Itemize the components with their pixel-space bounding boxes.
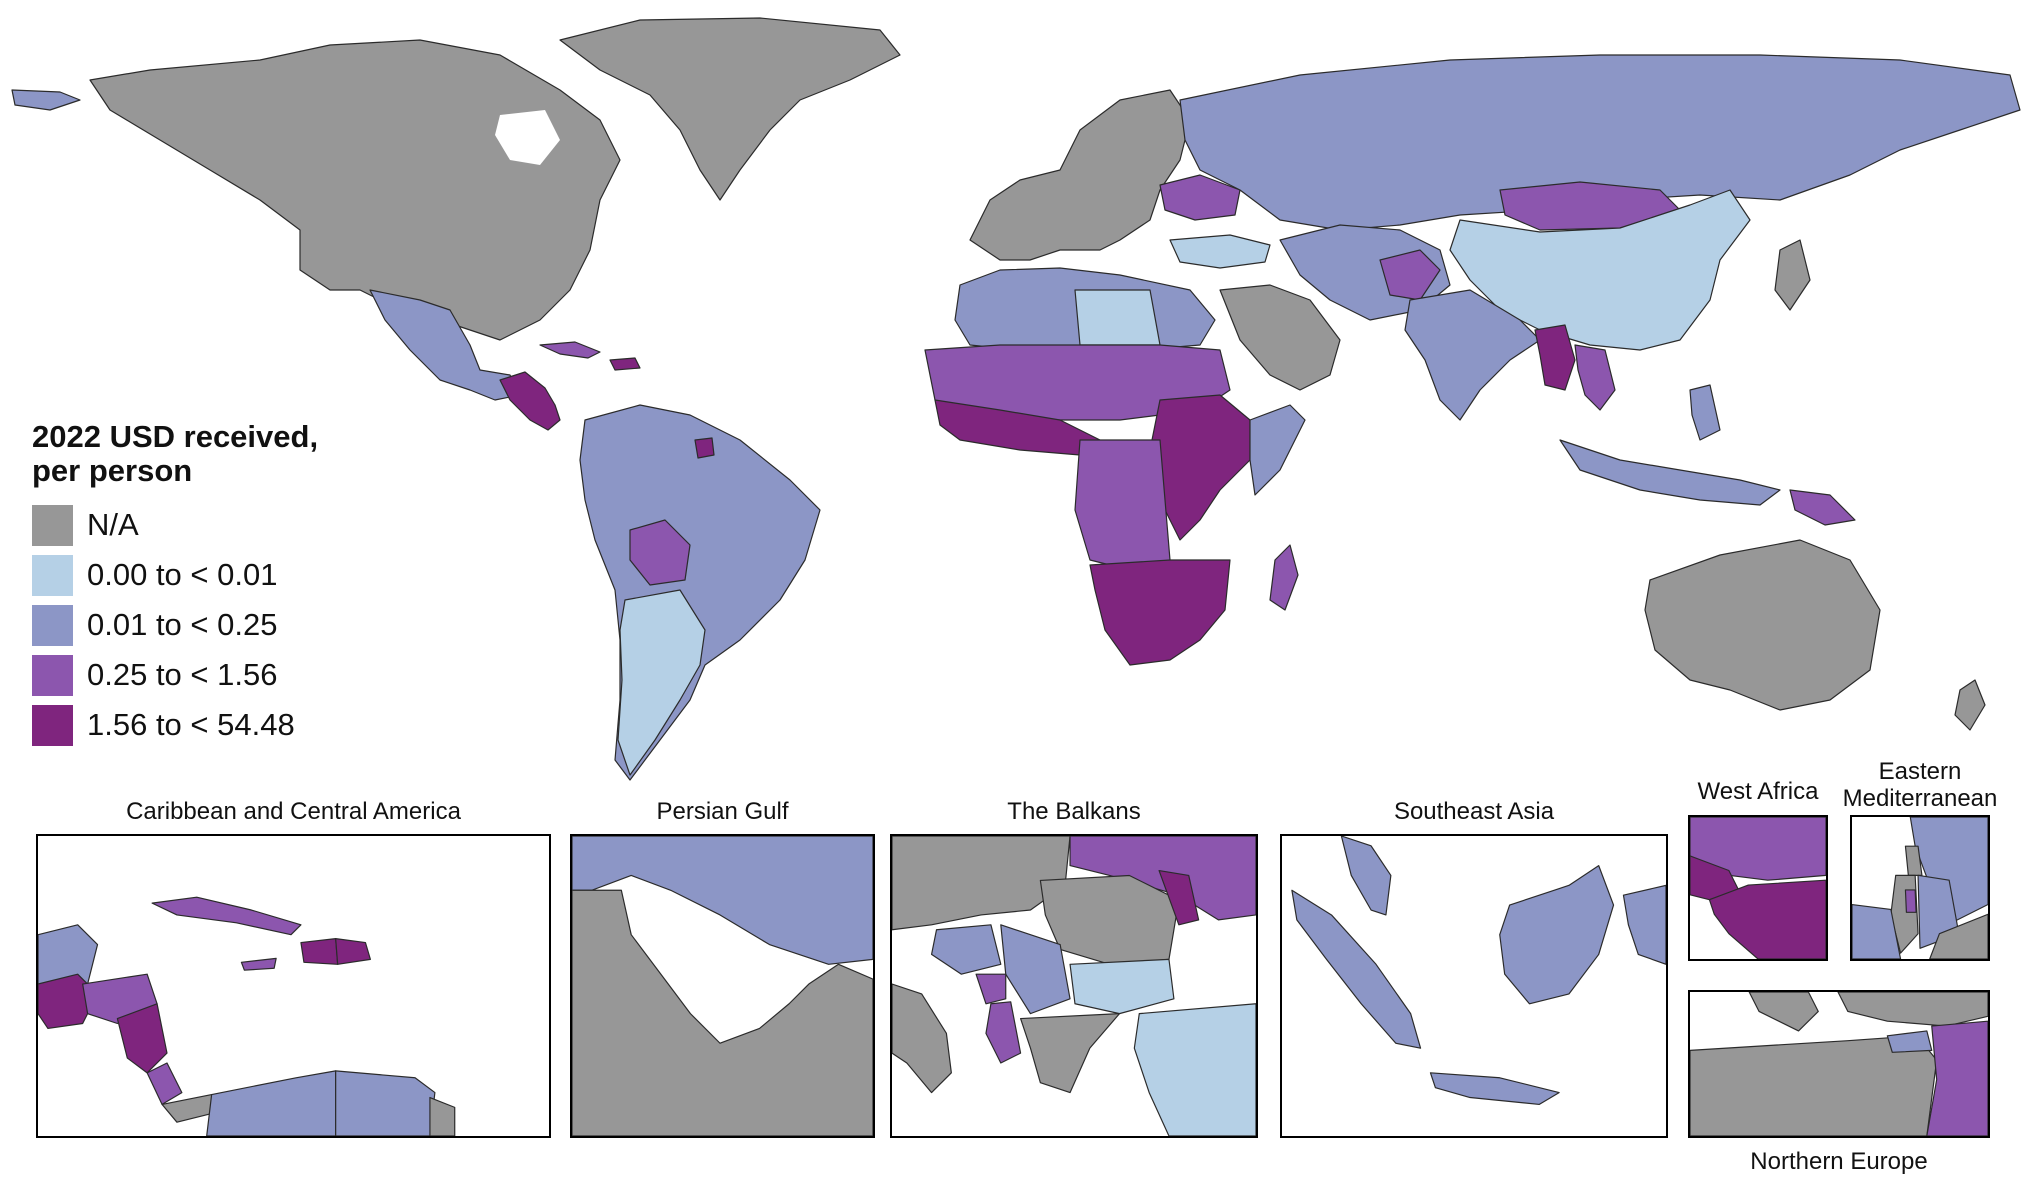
region-venezuela <box>335 1070 436 1136</box>
region-myanmar <box>1534 324 1576 391</box>
legend-swatch <box>32 654 73 696</box>
region-north-america <box>89 39 621 341</box>
region-sweden-finland <box>1837 992 1988 1027</box>
inset-title-caribbean: Caribbean and Central America <box>126 798 461 825</box>
legend-title: 2022 USD received, per person <box>32 419 319 488</box>
region-afghanistan <box>1379 249 1441 301</box>
inset-northern-europe <box>1688 990 1990 1138</box>
legend: 2022 USD received, per person N/A 0.00 t… <box>32 420 318 750</box>
legend-item-bin-4: 1.56 to < 54.48 <box>32 700 318 750</box>
region-arabia <box>572 889 873 1136</box>
region-egypt <box>1852 903 1902 959</box>
region-montenegro <box>975 973 1007 1005</box>
region-australia <box>1644 539 1881 711</box>
region-lithuania <box>1886 1030 1933 1053</box>
region-bolivia <box>629 519 691 586</box>
region-haiti <box>300 938 339 965</box>
legend-label: N/A <box>87 507 139 542</box>
legend-label: 0.01 to < 0.25 <box>87 607 278 642</box>
inset-title-persian-gulf: Persian Gulf <box>656 798 789 825</box>
inset-southeast-asia <box>1280 834 1668 1138</box>
legend-item-bin-2: 0.01 to < 0.25 <box>32 600 318 650</box>
region-albania <box>985 1001 1022 1064</box>
legend-item-bin-3: 0.25 to < 1.56 <box>32 650 318 700</box>
region-libya <box>1074 289 1161 346</box>
region-cuba <box>151 896 302 936</box>
region-dominican-republic <box>335 938 371 965</box>
region-cuba <box>539 341 601 359</box>
region-central-america <box>499 371 561 431</box>
region-south-america <box>579 404 821 781</box>
inset-title-southeast-asia: Southeast Asia <box>1393 798 1555 825</box>
legend-label: 0.25 to < 1.56 <box>87 657 278 692</box>
region-nicaragua <box>116 1003 168 1074</box>
region-argentina <box>617 589 706 776</box>
region-lebanon <box>1904 845 1923 876</box>
region-hispaniola <box>609 357 641 371</box>
region-alaska-west <box>11 89 81 111</box>
region-japan <box>1774 239 1811 311</box>
region-bulgaria <box>1069 958 1175 1015</box>
region-sulawesi <box>1622 884 1666 965</box>
region-moldova <box>1158 869 1200 926</box>
legend-label: 1.56 to < 54.48 <box>87 707 295 742</box>
region-scandinavia <box>1748 992 1819 1032</box>
region-sumatra <box>1291 889 1422 1049</box>
inset-title-west-africa: West Africa <box>1697 778 1819 805</box>
region-horn-of-africa <box>1249 404 1306 496</box>
legend-item-na: N/A <box>32 500 318 550</box>
region-central-africa <box>1074 439 1171 571</box>
inset-caribbean <box>36 834 551 1138</box>
region-hudson-bay <box>495 110 560 165</box>
region-laos <box>1574 344 1616 411</box>
region-malaysia <box>1340 836 1392 916</box>
region-guatemala <box>38 973 99 1030</box>
region-philippines <box>1689 384 1721 441</box>
region-turkey <box>1133 1003 1256 1136</box>
inset-title-eastern-mediterranean: Eastern Mediterranean <box>1842 758 1998 812</box>
region-serbia <box>1000 924 1071 1015</box>
region-indonesia <box>1559 439 1781 506</box>
legend-item-bin-1: 0.00 to < 0.01 <box>32 550 318 600</box>
region-guinea-sierra-leone <box>1708 879 1826 959</box>
region-italy <box>892 983 952 1094</box>
region-south-asia <box>1404 289 1541 421</box>
region-suriname <box>694 437 715 459</box>
legend-swatch <box>32 504 73 546</box>
inset-title-northern-europe: Northern Europe <box>1750 1148 1928 1175</box>
region-ukraine <box>1159 174 1241 221</box>
region-jamaica <box>240 957 277 971</box>
region-belarus-ukraine <box>1926 1020 1988 1136</box>
region-southern-africa <box>1089 559 1231 666</box>
region-colombia <box>206 1070 337 1136</box>
region-java <box>1429 1072 1560 1106</box>
region-middle-east <box>1219 284 1341 391</box>
region-palestine <box>1904 889 1917 913</box>
region-guyana <box>429 1096 456 1136</box>
region-europe <box>969 89 1191 261</box>
inset-west-africa <box>1688 815 1828 961</box>
region-china <box>1449 189 1751 351</box>
inset-persian-gulf <box>570 834 875 1138</box>
inset-balkans <box>890 834 1258 1138</box>
legend-swatch <box>32 704 73 746</box>
region-turkey <box>1169 234 1271 269</box>
region-greenland <box>559 17 901 201</box>
region-saudi <box>1929 913 1988 959</box>
legend-swatch <box>32 554 73 596</box>
inset-eastern-mediterranean <box>1850 815 1990 961</box>
region-bosnia <box>930 924 1002 975</box>
legend-swatch <box>32 604 73 646</box>
region-new-zealand <box>1954 679 1986 731</box>
legend-label: 0.00 to < 0.01 <box>87 557 278 592</box>
region-russia <box>1179 54 2021 231</box>
region-central-europe <box>892 836 1071 931</box>
region-costa-rica <box>146 1062 183 1106</box>
region-papua-new-guinea <box>1789 489 1856 526</box>
region-borneo <box>1499 865 1615 1005</box>
region-greece <box>1019 1013 1121 1094</box>
inset-title-balkans: The Balkans <box>1007 798 1141 825</box>
world-map <box>11 17 2021 781</box>
region-madagascar <box>1269 544 1299 611</box>
